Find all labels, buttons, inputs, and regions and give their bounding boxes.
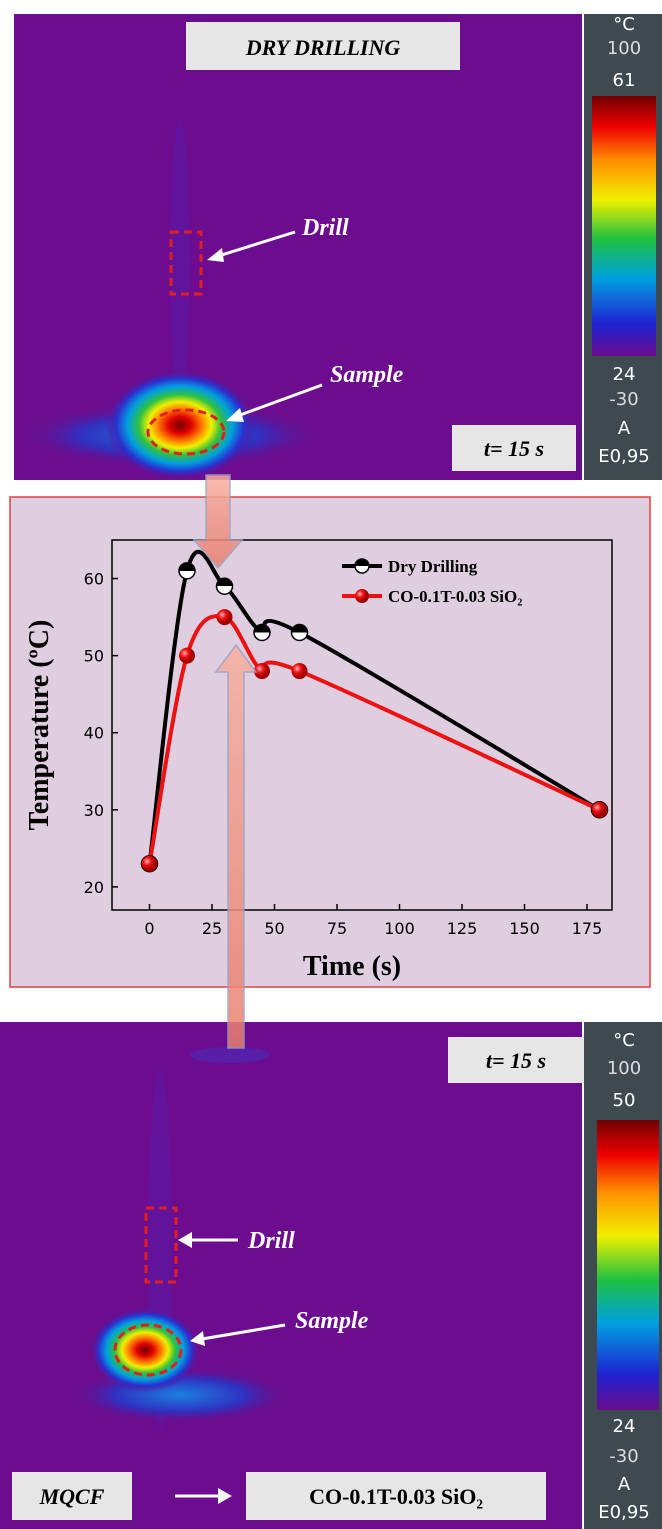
thermal-image-bottom: t= 15 s Drill Sample MQCF CO-0.1T-0.03 S… [0, 1022, 662, 1529]
scale-min: -30 [609, 389, 638, 410]
x-tick-label: 175 [572, 919, 603, 938]
sample-label: Sample [330, 362, 404, 388]
scale-emissivity: E0,95 [598, 1502, 649, 1523]
sample-label: Sample [295, 1308, 369, 1334]
data-point [217, 609, 233, 625]
time-label: t= 15 s [486, 1048, 546, 1073]
y-axis-label: Temperature (ºC) [24, 620, 55, 831]
legend-marker [355, 589, 369, 603]
thermal-image-top: DRY DRILLING Drill Sample t= 15 s °C 100… [14, 14, 662, 480]
x-tick-label: 50 [264, 919, 284, 938]
scale-max: 100 [607, 38, 641, 59]
data-point [179, 648, 195, 664]
data-point [142, 856, 158, 872]
x-tick-label: 25 [202, 919, 222, 938]
drill-label: Drill [247, 1228, 295, 1254]
scale-low: 24 [613, 1416, 636, 1437]
scale-max: 100 [607, 1058, 641, 1079]
scale-high: 61 [613, 70, 636, 91]
legend-label: CO-0.1T-0.03 SiO₂ [388, 587, 522, 606]
legend-marker [355, 559, 369, 573]
y-tick-label: 30 [84, 801, 104, 820]
x-tick-label: 0 [144, 919, 154, 938]
y-tick-label: 50 [84, 647, 104, 666]
data-point [592, 802, 608, 818]
x-tick-label: 75 [327, 919, 347, 938]
data-point [292, 663, 308, 679]
y-tick-label: 20 [84, 878, 104, 897]
x-axis-label: Time (s) [303, 951, 401, 982]
scale-mode: A [618, 1474, 631, 1495]
scale-unit: °C [613, 1030, 635, 1051]
chart-panel [10, 497, 650, 987]
data-point [254, 625, 270, 641]
data-point [217, 578, 233, 594]
drill-label: Drill [301, 215, 349, 241]
scale-emissivity: E0,95 [598, 446, 649, 467]
scale-low: 24 [613, 364, 636, 385]
scale-unit: °C [613, 14, 635, 35]
fluid-label: CO-0.1T-0.03 SiO₂ [309, 1484, 483, 1509]
data-point [254, 663, 270, 679]
x-tick-label: 100 [384, 919, 415, 938]
scale-mode: A [618, 418, 631, 439]
data-point [292, 625, 308, 641]
legend-label: Dry Drilling [388, 557, 478, 576]
time-label: t= 15 s [484, 436, 544, 461]
figure: DRY DRILLING Drill Sample t= 15 s °C 100… [0, 0, 662, 1529]
x-tick-label: 150 [509, 919, 540, 938]
method-label: MQCF [39, 1484, 105, 1509]
y-tick-label: 60 [84, 570, 104, 589]
data-point [179, 563, 195, 579]
scale-high: 50 [613, 1090, 636, 1111]
y-tick-label: 40 [84, 724, 104, 743]
image-title: DRY DRILLING [245, 35, 401, 60]
scale-min: -30 [609, 1446, 638, 1467]
x-tick-label: 125 [447, 919, 478, 938]
